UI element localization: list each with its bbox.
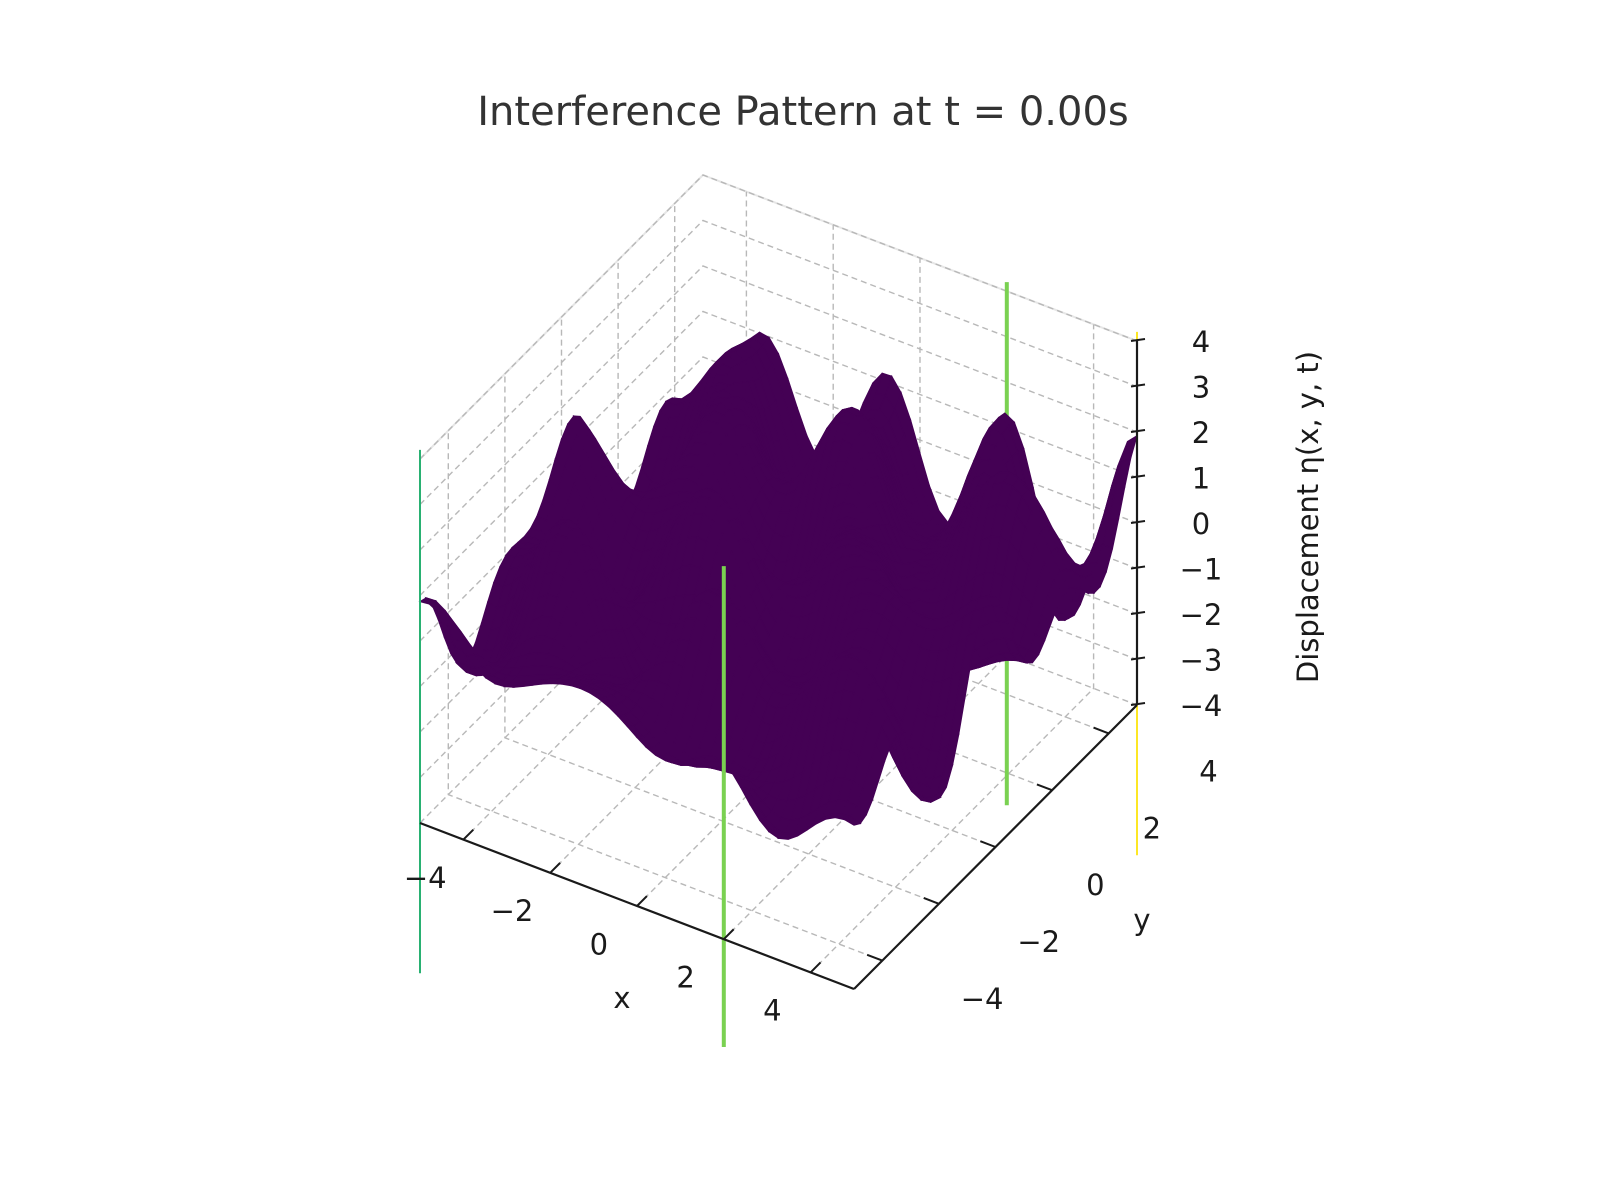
y-tick-mark — [979, 840, 996, 848]
x-tick-mark — [549, 862, 561, 874]
y-tick-mark — [923, 897, 940, 905]
x-tick-label: 0 — [590, 927, 608, 961]
x-axis-label: x — [613, 981, 630, 1015]
x-tick-mark — [636, 895, 648, 907]
surface-plot — [418, 331, 1138, 840]
x-tick-label: 4 — [763, 994, 781, 1028]
z-tick-label: 2 — [1192, 416, 1210, 450]
y-tick-label: 2 — [1143, 811, 1161, 845]
z-tick-label: −1 — [1180, 553, 1223, 587]
z-tick-mark — [1130, 474, 1146, 479]
x-tick-mark — [462, 828, 475, 841]
z-tick-mark — [1130, 702, 1146, 706]
z-tick-label: −4 — [1180, 689, 1223, 723]
z-tick-mark — [1130, 611, 1146, 615]
z-tick-label: 4 — [1192, 325, 1210, 359]
x-tick-mark — [723, 928, 735, 940]
y-tick-label: 0 — [1086, 868, 1104, 902]
z-tick-mark — [1130, 383, 1146, 388]
z-tick-label: 0 — [1192, 507, 1210, 541]
z-tick-mark — [1130, 429, 1146, 433]
grid-line-z — [419, 174, 1138, 460]
vertical-lines-front — [419, 449, 726, 1047]
y-tick-mark — [1036, 783, 1053, 792]
y-axis-label: y — [1133, 903, 1150, 937]
z-tick-label: 3 — [1192, 371, 1210, 405]
z-tick-mark — [1130, 565, 1146, 570]
surface-patch — [843, 816, 862, 826]
z-tick-label: −3 — [1180, 644, 1223, 678]
z-tick-mark — [1130, 338, 1146, 342]
z-tick-mark — [1130, 656, 1146, 661]
x-tick-mark — [809, 961, 822, 974]
y-tick-label: 4 — [1199, 755, 1217, 789]
y-tick-mark — [1093, 726, 1110, 735]
y-tick-label: −2 — [1017, 925, 1060, 959]
x-tick-label: 2 — [676, 961, 694, 995]
grid-line-z — [419, 265, 1138, 551]
z-tick-mark — [1130, 520, 1146, 524]
chart-title: Interference Pattern at t = 0.00s — [477, 89, 1128, 135]
x-tick-label: −2 — [491, 894, 534, 928]
grid-line-z — [419, 219, 1138, 505]
tick-labels: −4 −2 0 2 4 −4 −2 0 2 4 −4 −3 −2 −1 0 1 2 3 4 — [404, 325, 1223, 1028]
z-tick-label: −2 — [1180, 598, 1223, 632]
tick-marks — [462, 338, 1146, 974]
z-axis-label: Displacement η(x, y, t) — [1291, 351, 1325, 683]
x-tick-label: −4 — [404, 861, 447, 895]
y-tick-label: −4 — [961, 982, 1004, 1016]
z-tick-label: 1 — [1192, 462, 1210, 496]
grid-line-x — [810, 324, 1095, 973]
grid-line-z — [419, 310, 1138, 596]
y-tick-mark — [866, 953, 883, 962]
